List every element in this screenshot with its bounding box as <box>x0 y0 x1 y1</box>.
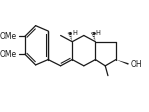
Text: OMe: OMe <box>0 32 17 41</box>
Text: OMe: OMe <box>0 50 17 59</box>
Text: H: H <box>96 30 100 36</box>
Text: OH: OH <box>130 60 142 69</box>
Text: H: H <box>72 30 77 36</box>
Polygon shape <box>116 60 129 65</box>
